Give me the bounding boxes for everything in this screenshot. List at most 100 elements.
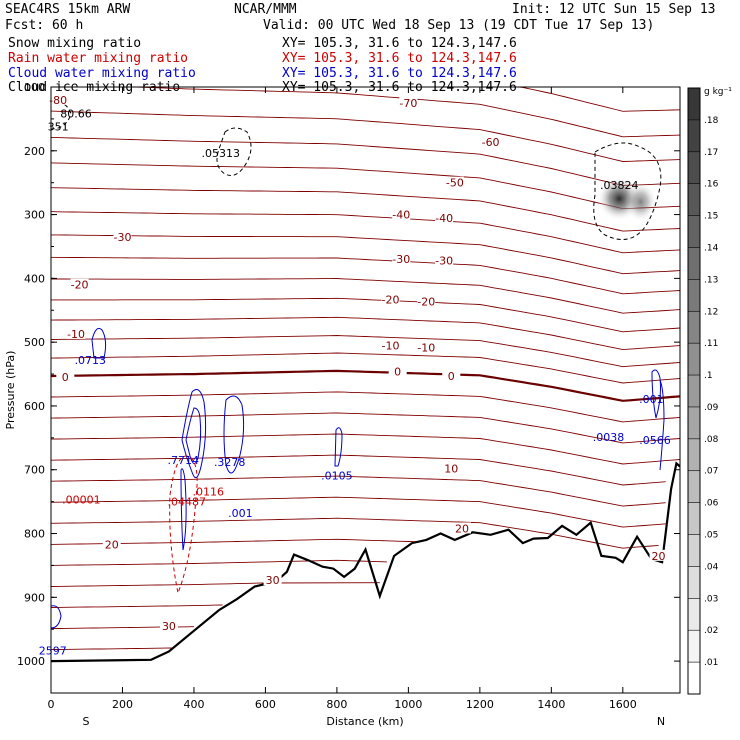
maximum-label: .04487 bbox=[168, 495, 207, 508]
isotherm-label-bg bbox=[442, 462, 461, 474]
maximum-label: .0566 bbox=[639, 434, 671, 447]
colorbar-label: .17 bbox=[704, 148, 718, 158]
colorbar-swatch bbox=[688, 534, 700, 567]
maximum-label: 80.66 bbox=[60, 108, 92, 121]
field-snow-xy: XY= 105.3, 31.6 to 124.3,147.6 bbox=[282, 36, 517, 51]
cloudwater-contour bbox=[91, 327, 107, 359]
colorbar-label: .14 bbox=[704, 243, 719, 253]
maximum-label: 2597 bbox=[39, 645, 67, 658]
colorbar-swatch bbox=[688, 566, 700, 599]
rainwater-contour bbox=[169, 455, 198, 595]
isotherm-line bbox=[90, 87, 680, 138]
isotherm-label: -20 bbox=[417, 295, 435, 308]
isotherm-line bbox=[51, 604, 223, 608]
isotherm-line bbox=[51, 454, 666, 486]
cloudwater-contour bbox=[51, 605, 62, 629]
field-rain-name: Rain water mixing ratio bbox=[8, 51, 189, 66]
colorbar-unit: g kg⁻¹ bbox=[704, 87, 732, 97]
maximum-label: .05313 bbox=[202, 147, 241, 160]
colorbar-label: .08 bbox=[704, 435, 719, 445]
isotherm-label: -30 bbox=[113, 231, 131, 244]
colorbar-swatch bbox=[688, 119, 700, 152]
colorbar-label: .01 bbox=[704, 658, 718, 668]
org-name: NCAR/MMM bbox=[234, 2, 297, 17]
isotherm-label-bg bbox=[392, 253, 411, 265]
isotherm-label-bg bbox=[417, 295, 436, 307]
temperature-contours bbox=[51, 60, 680, 651]
field-snow-name: Snow mixing ratio bbox=[8, 36, 142, 51]
isotherm-label: 20 bbox=[105, 538, 119, 551]
isotherm-line bbox=[51, 110, 680, 162]
colorbar-label: .13 bbox=[704, 275, 718, 285]
isotherm-line bbox=[51, 647, 173, 651]
maximum-label: .00001 bbox=[62, 494, 101, 507]
freezing-level-line bbox=[51, 369, 680, 402]
x-tick-label: 400 bbox=[183, 698, 204, 711]
snow-shading bbox=[624, 181, 657, 222]
isotherm-label-bg bbox=[435, 254, 454, 266]
colorbar-label: .11 bbox=[704, 339, 718, 349]
isotherm-label: 10 bbox=[444, 462, 458, 475]
colorbar-swatch bbox=[688, 662, 700, 694]
colorbar-swatch bbox=[688, 343, 700, 376]
plot-frame bbox=[50, 86, 681, 694]
moisture-fields bbox=[51, 102, 665, 629]
isotherm-line bbox=[51, 433, 680, 465]
maximum-label: .0713 bbox=[75, 354, 107, 367]
colorbar-swatch bbox=[688, 406, 700, 439]
isotherm-label-bg bbox=[445, 176, 464, 188]
snow-contour bbox=[593, 142, 662, 240]
temperature-labels: -80 -70 -60 -50 -40 -40 -30 -30 -30 -20 -20 -20 -10 -… bbox=[49, 93, 668, 633]
isotherm-label: -20 bbox=[71, 279, 89, 292]
isotherm-label: -40 bbox=[392, 209, 410, 222]
isotherm-label: -10 bbox=[417, 341, 435, 354]
colorbar-label: .15 bbox=[704, 212, 718, 222]
cloudwater-contour bbox=[659, 379, 665, 471]
isotherm-label-bg bbox=[392, 208, 411, 220]
y-tick-label: 600 bbox=[24, 400, 45, 413]
colorbar-label: .06 bbox=[704, 499, 719, 509]
y-tick-label: 200 bbox=[24, 145, 45, 158]
isotherm-label: -10 bbox=[67, 328, 85, 341]
isotherm-line bbox=[51, 234, 680, 275]
colorbar-label: .03 bbox=[704, 594, 718, 604]
colorbar-swatch bbox=[688, 630, 700, 663]
isotherm-label-bg bbox=[381, 293, 400, 305]
isotherm-label: 20 bbox=[652, 550, 666, 563]
field-cloudwater-xy: XY= 105.3, 31.6 to 124.3,147.6 bbox=[282, 66, 517, 81]
maximum-label: .0038 bbox=[593, 431, 625, 444]
isotherm-label: -20 bbox=[382, 293, 400, 306]
isotherm-label-bg bbox=[481, 135, 500, 147]
isotherm-label-bg bbox=[435, 211, 454, 223]
isotherm-label-bg bbox=[649, 549, 668, 561]
isotherm-label: 0 bbox=[448, 370, 455, 383]
isotherm-label: -10 bbox=[382, 339, 400, 352]
cloudwater-contour bbox=[223, 395, 245, 474]
snow-contour bbox=[216, 127, 252, 176]
isotherm-line bbox=[51, 256, 680, 295]
isotherm-label: 30 bbox=[162, 620, 176, 633]
colorbar-swatch bbox=[688, 247, 700, 280]
isotherm-line bbox=[51, 211, 680, 254]
x-tick-label: 800 bbox=[326, 698, 347, 711]
cloudwater-contour bbox=[180, 468, 187, 551]
x-tick-label: 1600 bbox=[609, 698, 637, 711]
maximum-label: .7714 bbox=[167, 454, 199, 467]
y-axis-label: Pressure (hPa) bbox=[4, 351, 17, 430]
isotherm-line bbox=[51, 60, 680, 78]
forecast-hour: Fcst: 60 h bbox=[5, 18, 84, 33]
colorbar-swatch bbox=[688, 598, 700, 631]
isotherm-line bbox=[51, 278, 680, 314]
cloudwater-contour bbox=[181, 389, 207, 479]
colorbar-label: .07 bbox=[704, 467, 718, 477]
isotherm-line bbox=[51, 391, 680, 423]
isotherm-label: -30 bbox=[435, 255, 453, 268]
isotherm-label: -50 bbox=[446, 177, 464, 190]
x-tick-label: 1400 bbox=[537, 698, 565, 711]
isotherm-line bbox=[51, 582, 380, 587]
model-name: SEAC4RS 15km ARW bbox=[5, 2, 131, 17]
colorbar-label: .09 bbox=[704, 403, 719, 413]
maximum-label: .03824 bbox=[600, 179, 639, 192]
colorbar-swatch bbox=[688, 502, 700, 535]
